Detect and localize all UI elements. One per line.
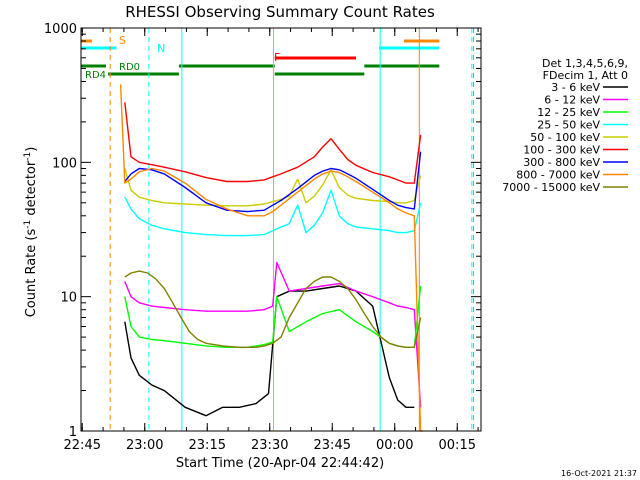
- legend-entry-label: 3 - 6 keV: [551, 81, 600, 94]
- legend-entry-label: 12 - 25 keV: [537, 106, 600, 119]
- legend-entry-label: 800 - 7000 keV: [516, 169, 600, 182]
- series-line-6: [124, 151, 422, 213]
- x-tick-label: 23:45: [314, 438, 351, 453]
- y-tick-label: 1000: [44, 22, 77, 37]
- x-axis-label: Start Time (20-Apr-04 22:44:42): [176, 456, 384, 471]
- annotation-rd4-label: RD4: [85, 70, 106, 81]
- x-tick-label: 00:15: [439, 438, 476, 453]
- series-line-4: [124, 168, 422, 207]
- legend-entry-label: 25 - 50 keV: [537, 119, 600, 132]
- series-line-1: [124, 261, 422, 408]
- legend-entry-label: 7000 - 15000 keV: [502, 181, 600, 194]
- timestamp: 16-Oct-2021 21:37: [561, 469, 637, 478]
- x-tick-label: 00:00: [376, 438, 413, 453]
- legend-entry-label: 6 - 12 keV: [544, 94, 600, 107]
- series-line-3: [124, 189, 422, 237]
- series-line-0: [124, 285, 415, 417]
- series-line-8: [124, 270, 422, 348]
- annotation-flare-label: F: [274, 51, 280, 64]
- x-tick-label: 23:15: [189, 438, 226, 453]
- legend-header-line: Det 1,3,4,5,6,9,: [542, 57, 628, 70]
- annotation-saa-label: S: [119, 34, 126, 47]
- y-tick-label: 100: [52, 156, 77, 171]
- axes-ticks: 22:45 23:00 23:15 23:30 23:45 00:00 00:15 1 10 10…: [44, 22, 481, 453]
- annotation-night-label: N: [157, 42, 165, 55]
- chart-title: RHESSI Observing Summary Count Rates: [125, 3, 435, 21]
- series-lines: [119, 84, 423, 432]
- legend: Det 1,3,4,5,6,9,FDecim 1, Att 03 - 6 keV…: [502, 57, 628, 194]
- series-line-5: [124, 102, 422, 184]
- x-tick-label: 22:45: [64, 438, 101, 453]
- x-tick-label: 23:00: [126, 438, 163, 453]
- legend-entry-label: 50 - 100 keV: [530, 131, 600, 144]
- plot-frame: [80, 27, 482, 432]
- legend-entry-label: 100 - 300 keV: [523, 144, 600, 157]
- x-tick-label: 23:30: [251, 438, 288, 453]
- y-axis-label: Count Rate (s-1 detector-1): [23, 147, 39, 318]
- annotation-rd0-label: RD0: [119, 62, 140, 73]
- legend-header-line: FDecim 1, Att 0: [543, 69, 628, 82]
- y-tick-label: 1: [69, 425, 77, 440]
- flag-bars: [81, 39, 440, 76]
- legend-entry-label: 300 - 800 keV: [523, 156, 600, 169]
- series-line-7: [119, 84, 423, 432]
- y-tick-label: 10: [60, 291, 77, 306]
